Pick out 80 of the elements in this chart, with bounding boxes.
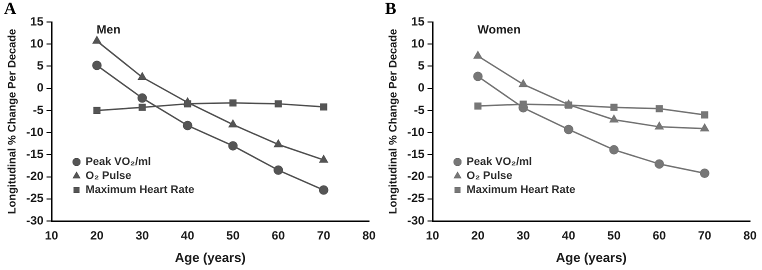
y-tick-label: -20: [407, 169, 425, 184]
y-axis-title: Longitudinal % Change Per Decade: [6, 28, 19, 214]
y-tick-label: -30: [407, 213, 425, 228]
text: B: [385, 0, 396, 18]
y-tick-label: -25: [407, 191, 425, 206]
x-tick-label: 40: [180, 228, 195, 243]
y-tick-label: 5: [36, 58, 44, 73]
point: [92, 60, 102, 70]
point: [274, 100, 282, 108]
point: [93, 106, 100, 114]
point: [610, 104, 618, 111]
y-tick-label: 5: [418, 58, 425, 73]
point: [564, 124, 574, 134]
y-tick-label: 15: [411, 14, 425, 28]
point: [609, 145, 619, 155]
y-tick-label: -10: [26, 124, 44, 139]
point: [610, 114, 618, 122]
point: [320, 103, 328, 110]
y-tick-label: -5: [414, 102, 425, 117]
x-tick-label: 70: [316, 228, 331, 243]
chart-title: Women: [478, 22, 521, 36]
point: [182, 120, 192, 130]
y-tick-label: -15: [26, 146, 44, 161]
x-tick-label: 30: [136, 228, 150, 243]
y-tick-label: -20: [26, 169, 44, 184]
y-tick-label: -15: [407, 146, 425, 161]
legend-label: Peak VO₂/ml: [86, 156, 151, 168]
x-tick-label: 80: [743, 228, 757, 243]
y-tick-label: 0: [418, 80, 425, 95]
x-tick-label: 30: [516, 228, 530, 243]
point: [138, 104, 146, 111]
point: [184, 100, 192, 108]
legend-label: O₂ Pulse: [86, 170, 132, 182]
legend-label: Maximum Heart Rate: [466, 184, 576, 196]
point: [656, 105, 663, 112]
point: [655, 122, 664, 130]
x-tick-label: 80: [362, 228, 376, 243]
point: [700, 168, 710, 178]
point: [701, 111, 708, 118]
y-tick-label: -5: [32, 102, 44, 117]
point: [519, 80, 528, 88]
x-tick-label: 60: [652, 228, 666, 243]
point: [274, 165, 284, 175]
legend-label: Peak VO₂/ml: [466, 156, 532, 168]
chart-title: Men: [96, 22, 121, 36]
y-tick-label: 0: [36, 80, 44, 95]
point: [700, 124, 709, 132]
y-tick-label: -30: [26, 213, 44, 228]
y-tick-label: -10: [407, 124, 425, 139]
point: [92, 36, 102, 44]
x-tick-label: 40: [562, 228, 576, 243]
point: [137, 93, 147, 103]
x-tick-label: 50: [226, 228, 240, 243]
point: [319, 155, 328, 163]
point: [473, 72, 483, 82]
point: [228, 120, 238, 128]
text: A: [4, 0, 17, 18]
point: [229, 99, 237, 107]
point: [565, 102, 572, 109]
legend-label: O₂ Pulse: [466, 170, 512, 182]
y-tick-label: 15: [30, 14, 44, 28]
x-tick-label: 60: [272, 228, 286, 243]
point: [138, 72, 146, 80]
point: [474, 51, 482, 59]
y-tick-label: 10: [30, 36, 44, 50]
x-tick-label: 50: [607, 228, 621, 243]
legend-label: Maximum Heart Rate: [86, 184, 194, 196]
point: [318, 185, 328, 195]
point: [474, 102, 482, 110]
x-axis-title: Age (years): [174, 250, 246, 265]
y-axis-title: Longitudinal % Change Per Decade: [388, 28, 400, 214]
y-tick-label: 10: [411, 36, 425, 50]
x-tick-label: 20: [90, 228, 104, 243]
point: [228, 141, 238, 151]
x-tick-label: 20: [471, 228, 485, 243]
x-tick-label: 70: [698, 228, 712, 243]
point: [274, 140, 283, 148]
y-tick-label: -25: [26, 191, 44, 206]
x-axis-title: Age (years): [556, 250, 627, 265]
point: [654, 159, 664, 169]
